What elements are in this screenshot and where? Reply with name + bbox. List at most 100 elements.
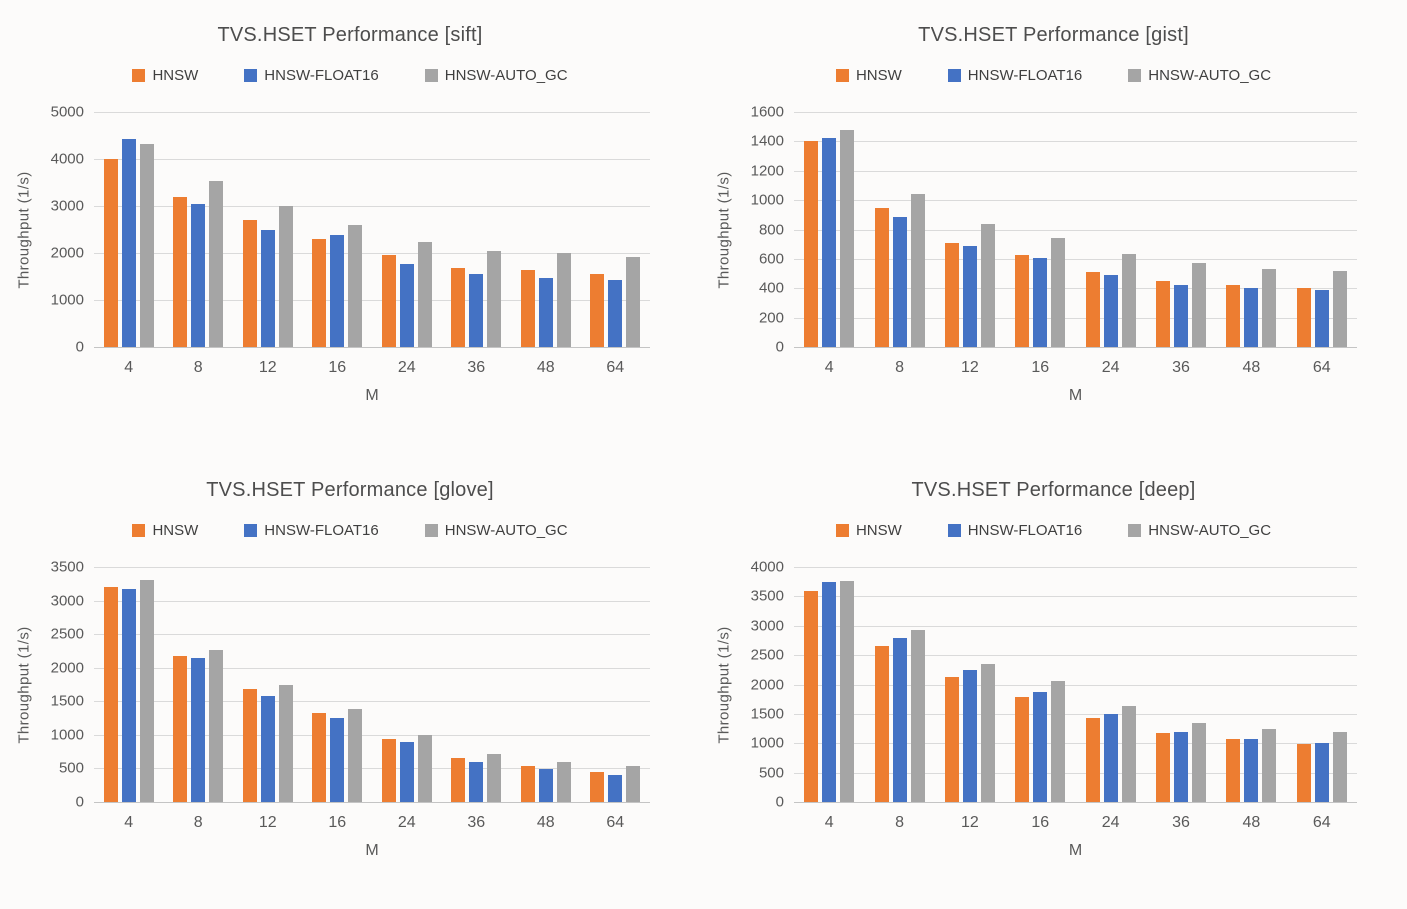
- bar: [1244, 287, 1259, 347]
- chart-deep: TVS.HSET Performance [deep] HNSW HNSW-FLO…: [700, 455, 1407, 909]
- bar-group: [794, 567, 864, 802]
- bar: [1033, 691, 1048, 802]
- bar: [260, 230, 275, 347]
- x-tick-label: 8: [193, 814, 203, 831]
- bar: [608, 279, 623, 347]
- y-axis-tick-labels: 0 500 1000 1500 2000 2500 3000 3500 4000: [736, 559, 794, 811]
- chart-gist: TVS.HSET Performance [gist] HNSW HNSW-FLO…: [700, 0, 1407, 455]
- y-tick-label: 800: [758, 221, 784, 238]
- legend-label: HNSW-FLOAT16: [967, 521, 1083, 539]
- chart-legend: HNSW HNSW-FLOAT16 HNSW-AUTO_GC: [700, 521, 1407, 539]
- bar: [191, 203, 206, 347]
- bar-group: [442, 112, 512, 347]
- gridline: [94, 253, 650, 254]
- legend-swatch-icon: [947, 68, 961, 82]
- x-tick-label: 12: [961, 814, 979, 831]
- bar-group: [94, 567, 164, 802]
- bar: [1332, 270, 1347, 347]
- bar: [874, 646, 889, 802]
- y-axis-title-text: Throughput (1/s): [15, 170, 33, 289]
- chart-title: TVS.HSET Performance [glove]: [206, 479, 494, 501]
- bar: [469, 273, 484, 347]
- bar: [1015, 697, 1030, 802]
- bar: [520, 270, 535, 347]
- bar: [590, 772, 605, 802]
- y-axis-title-text: Throughput (1/s): [15, 625, 33, 744]
- x-axis-tick-labels: 4 8 12 16 24 36 48 64: [794, 359, 1357, 379]
- y-tick-label: 0: [75, 338, 84, 356]
- y-tick-label: 2000: [50, 659, 84, 677]
- bar: [1262, 728, 1277, 802]
- legend-label: HNSW-AUTO_GC: [444, 66, 568, 84]
- x-axis-title: M: [1068, 842, 1083, 859]
- bar-group: [303, 112, 373, 347]
- bar: [348, 224, 363, 347]
- bar-group: [372, 112, 442, 347]
- y-tick-label: 4000: [750, 558, 784, 576]
- x-axis-tick-labels: 4 8 12 16 24 36 48 64: [94, 814, 650, 834]
- y-tick-label: 200: [758, 309, 784, 327]
- x-tick-label: 12: [258, 359, 277, 376]
- legend-swatch-icon: [424, 68, 438, 82]
- y-tick-label: 2500: [750, 646, 784, 664]
- bar: [399, 264, 414, 347]
- bar: [980, 224, 995, 347]
- bar: [139, 579, 154, 802]
- bar: [1103, 275, 1118, 347]
- bar-group: [864, 567, 934, 802]
- bar: [1121, 706, 1136, 802]
- bar: [399, 741, 414, 802]
- bar: [1015, 255, 1030, 347]
- y-tick-label: 4000: [50, 150, 84, 168]
- legend-item: HNSW-AUTO_GC: [1128, 522, 1271, 539]
- chart-body: Throughput (1/s) 0 500 1000 1500 2000 2500 300…: [700, 559, 1407, 860]
- bar-group: [1216, 112, 1286, 347]
- bar: [1262, 269, 1277, 347]
- y-axis-tick-labels: 0 1000 2000 3000 4000 5000: [36, 104, 94, 356]
- x-axis-title: M: [365, 387, 379, 404]
- bar: [139, 143, 154, 347]
- y-tick-label: 500: [58, 759, 84, 777]
- x-axis-line: [94, 802, 650, 803]
- x-tick-label: 36: [1172, 814, 1190, 831]
- x-tick-label: 36: [467, 359, 486, 376]
- legend-label: HNSW-AUTO_GC: [444, 521, 568, 539]
- bar-group: [442, 567, 512, 802]
- x-axis-title: M: [1068, 387, 1083, 404]
- y-axis-tick-labels: 0 500 1000 1500 2000 2500 3000 3500: [36, 559, 94, 811]
- legend-label: HNSW: [855, 521, 902, 539]
- gridline: [794, 258, 1357, 260]
- y-axis-title-text: Throughput (1/s): [715, 170, 733, 289]
- x-tick-label: 12: [961, 359, 979, 376]
- x-tick-label: 8: [895, 814, 905, 831]
- bar: [804, 141, 819, 347]
- bar: [626, 256, 641, 347]
- x-tick-label: 16: [1031, 814, 1050, 831]
- x-tick-label: 48: [1242, 359, 1261, 376]
- y-tick-label: 3000: [750, 617, 784, 635]
- x-tick-label: 48: [536, 814, 555, 831]
- y-tick-label: 1200: [750, 162, 784, 180]
- x-axis-line: [794, 347, 1357, 348]
- x-tick-label: 36: [1172, 359, 1190, 376]
- bar: [1156, 280, 1171, 347]
- bar: [840, 129, 855, 347]
- y-axis-title: Throughput (1/s): [712, 112, 736, 347]
- bar: [417, 734, 432, 802]
- bar: [538, 277, 553, 347]
- bar: [330, 234, 345, 347]
- bar: [1156, 732, 1171, 802]
- legend-label: HNSW-FLOAT16: [967, 66, 1083, 84]
- bar: [278, 206, 293, 347]
- bar: [1174, 284, 1189, 347]
- x-axis-title: M: [365, 842, 379, 859]
- y-axis-title: Throughput (1/s): [12, 567, 36, 802]
- bar: [626, 766, 641, 802]
- bar: [451, 267, 466, 347]
- bar: [980, 663, 995, 802]
- legend-item: HNSW: [835, 521, 902, 539]
- bar: [1192, 263, 1207, 347]
- x-tick-label: 48: [536, 359, 555, 376]
- bar: [209, 649, 224, 802]
- bar: [1051, 680, 1066, 802]
